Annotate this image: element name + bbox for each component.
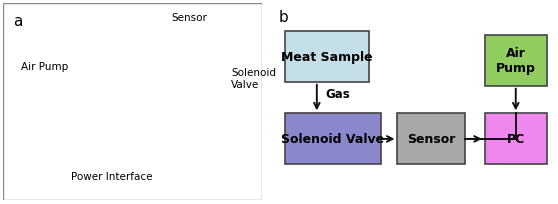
Bar: [285, 31, 369, 82]
Text: Sensor: Sensor: [407, 133, 455, 146]
Text: Meat Sample: Meat Sample: [281, 50, 373, 63]
Text: Data Display Screen: Data Display Screen: [94, 121, 185, 130]
Text: Solenoid
Valve: Solenoid Valve: [231, 68, 276, 89]
Text: Air
Pump: Air Pump: [496, 47, 536, 75]
Text: Sensor: Sensor: [171, 13, 208, 23]
Bar: [485, 114, 547, 165]
Text: Solenoid Valve: Solenoid Valve: [281, 133, 384, 146]
Bar: [285, 114, 381, 165]
Text: Gas: Gas: [325, 88, 350, 101]
Text: Power Interface: Power Interface: [71, 171, 152, 181]
Bar: [397, 114, 465, 165]
Text: Air Pump: Air Pump: [21, 62, 68, 72]
Text: a: a: [13, 14, 22, 29]
Text: b: b: [279, 10, 289, 25]
Bar: [485, 35, 547, 86]
Text: PC: PC: [507, 133, 525, 146]
